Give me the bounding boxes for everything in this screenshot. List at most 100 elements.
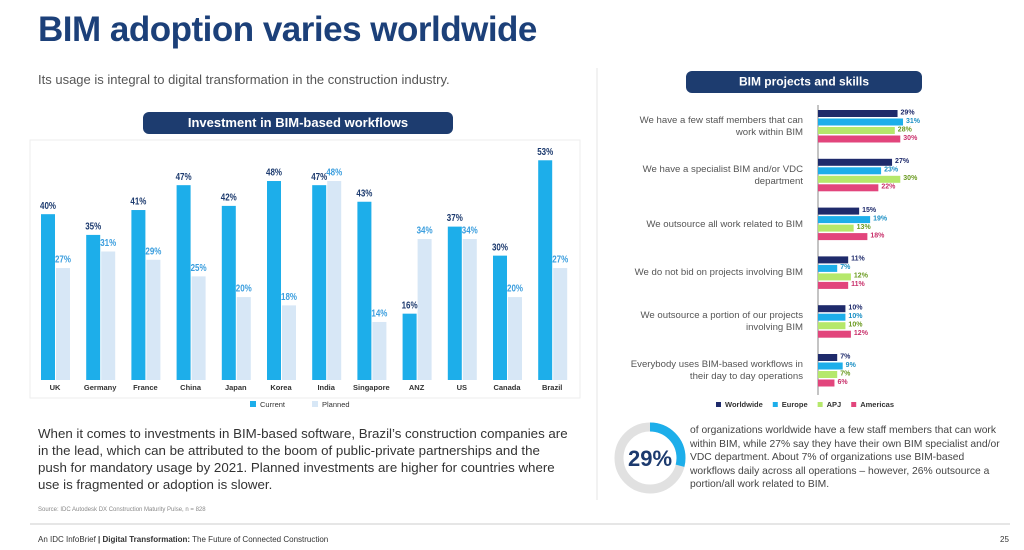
bar bbox=[818, 313, 846, 321]
bar bbox=[818, 281, 849, 289]
value-label: 27% bbox=[895, 158, 910, 165]
bar bbox=[818, 216, 871, 224]
legend-label: Americas bbox=[860, 400, 894, 409]
legend-swatch bbox=[250, 401, 256, 407]
chart-title: BIM projects and skills bbox=[739, 75, 869, 89]
bar bbox=[818, 127, 895, 134]
bar bbox=[818, 175, 901, 183]
value-label: 25% bbox=[191, 262, 207, 273]
legend-label: Current bbox=[260, 400, 286, 409]
bar bbox=[818, 233, 868, 241]
value-label: 20% bbox=[507, 283, 523, 294]
value-label: 47% bbox=[311, 171, 327, 182]
bar bbox=[818, 362, 843, 370]
bar bbox=[818, 264, 838, 272]
legend-swatch bbox=[817, 402, 823, 407]
source: Source: IDC Autodesk DX Construction Mat… bbox=[38, 507, 206, 513]
y-tick-label: We have a few staff members that can wor… bbox=[639, 115, 803, 138]
value-label: 43% bbox=[356, 188, 372, 199]
x-tick-label: Korea bbox=[270, 383, 292, 392]
value-label: 14% bbox=[371, 308, 387, 319]
bar bbox=[372, 321, 387, 380]
value-label: 15% bbox=[862, 207, 877, 214]
value-label: 13% bbox=[857, 224, 872, 231]
x-tick-label: Singapore bbox=[353, 383, 390, 392]
value-label: 10% bbox=[848, 322, 863, 329]
value-label: 27% bbox=[55, 254, 71, 265]
y-tick-label: We outsource a portion of our projects i… bbox=[640, 310, 803, 334]
value-label: 7% bbox=[840, 264, 851, 271]
value-label: 12% bbox=[854, 273, 869, 280]
bar bbox=[508, 297, 522, 380]
value-label: 7% bbox=[840, 353, 851, 360]
bar bbox=[818, 167, 882, 175]
x-tick-label: Germany bbox=[84, 383, 117, 392]
legend-label: Worldwide bbox=[725, 400, 763, 409]
chart-panel bbox=[29, 139, 581, 399]
x-tick-label: China bbox=[180, 383, 202, 392]
legend-label: APJ bbox=[827, 400, 842, 409]
bar bbox=[417, 239, 432, 380]
bar bbox=[402, 313, 417, 380]
bar bbox=[818, 256, 849, 264]
bar bbox=[553, 268, 568, 380]
value-label: 42% bbox=[221, 192, 237, 203]
separator: | bbox=[98, 535, 101, 544]
x-tick-label: Japan bbox=[225, 383, 247, 392]
bar bbox=[327, 181, 342, 380]
value-label: 6% bbox=[837, 379, 848, 386]
bar bbox=[267, 181, 281, 380]
bar bbox=[818, 379, 835, 387]
callout-value: 29% bbox=[628, 446, 672, 471]
value-label: 11% bbox=[851, 256, 865, 263]
bar bbox=[236, 297, 251, 380]
value-label: 7% bbox=[840, 370, 851, 377]
page-number: 25 bbox=[1000, 535, 1009, 544]
y-tick-label: We outsource all work related to BIM bbox=[646, 218, 803, 230]
bar bbox=[101, 251, 116, 380]
legend-swatch bbox=[851, 402, 857, 407]
value-label: 11% bbox=[851, 281, 865, 288]
value-label: 16% bbox=[402, 299, 418, 310]
donut-arc bbox=[614, 422, 686, 494]
value-label: 31% bbox=[906, 118, 921, 125]
value-label: 18% bbox=[281, 291, 297, 302]
value-label: 47% bbox=[176, 171, 192, 182]
value-label: 23% bbox=[884, 167, 899, 174]
footer-title-rest: The Future of Connected Construction bbox=[192, 535, 329, 544]
x-tick-label: US bbox=[457, 383, 467, 392]
value-label: 28% bbox=[898, 126, 913, 133]
x-tick-label: ANZ bbox=[409, 383, 425, 392]
value-label: 29% bbox=[901, 109, 916, 116]
footer: An IDC InfoBrief | Digital Transformatio… bbox=[38, 535, 328, 544]
bar bbox=[493, 255, 507, 380]
value-label: 30% bbox=[903, 135, 918, 142]
bar bbox=[818, 184, 879, 192]
bar bbox=[818, 330, 851, 338]
bar bbox=[818, 118, 904, 126]
chart-title-pill bbox=[686, 71, 922, 93]
bar bbox=[357, 201, 372, 380]
bar bbox=[221, 205, 236, 380]
subtitle: Its usage is integral to digital transfo… bbox=[38, 72, 450, 87]
value-label: 30% bbox=[903, 175, 918, 182]
value-label: 53% bbox=[537, 146, 553, 157]
value-label: 27% bbox=[552, 254, 568, 265]
bar bbox=[538, 160, 553, 380]
bar bbox=[447, 226, 462, 380]
bar bbox=[462, 239, 477, 380]
y-tick-label: We do not bid on projects involving BIM bbox=[634, 267, 803, 279]
value-label: 31% bbox=[100, 237, 116, 248]
bar bbox=[312, 185, 327, 380]
bar bbox=[146, 259, 161, 380]
bar bbox=[818, 273, 851, 281]
value-label: 29% bbox=[145, 246, 161, 257]
value-label: 35% bbox=[85, 221, 101, 232]
x-tick-label: Canada bbox=[493, 383, 521, 392]
x-tick-label: Brazil bbox=[542, 383, 562, 392]
bar bbox=[56, 268, 70, 380]
value-label: 20% bbox=[236, 283, 252, 294]
value-label: 10% bbox=[848, 313, 863, 320]
